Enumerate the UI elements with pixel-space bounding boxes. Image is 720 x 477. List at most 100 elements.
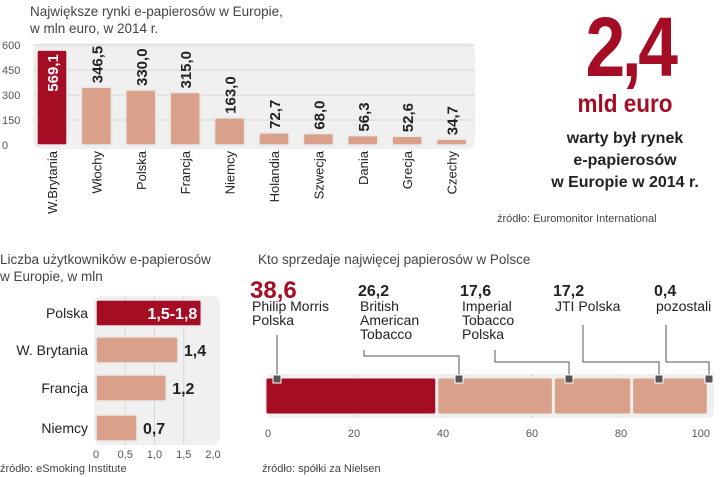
- chart1-category-label: Dania: [356, 150, 371, 185]
- chart2-category-label: Francja: [41, 380, 88, 396]
- headline-unit: mld euro: [577, 90, 673, 118]
- chart1-category-label: Szwecja: [311, 150, 326, 199]
- chart1-category-label: Holandia: [267, 150, 282, 202]
- chart2-value-label: 0,7: [143, 421, 165, 438]
- chart1-bar: [258, 132, 290, 146]
- headline-line: e-papierosów: [573, 152, 677, 169]
- chart2-title-line: w Europie, w mln: [0, 269, 103, 284]
- chart2-bar: [95, 299, 203, 327]
- chart1-category-label: Grecja: [400, 150, 415, 189]
- chart3-series-label: Philip Morris: [252, 298, 329, 314]
- chart3-xtick-label: 100: [692, 428, 710, 440]
- chart2-value-label: 1,5-1,8: [147, 306, 197, 323]
- chart2-xtick-label: 1,5: [176, 449, 191, 461]
- chart1-category-label: W.Brytania: [45, 150, 60, 214]
- chart1-ytick-label: 600: [2, 40, 20, 52]
- chart3-xtick-label: 20: [348, 428, 360, 440]
- chart2-xtick-label: 1,0: [147, 449, 162, 461]
- headline-description: warty był rynek e-papierosów w Europie w…: [530, 128, 720, 194]
- chart3-series-label: Tobacco: [360, 326, 412, 342]
- chart3-leader-line: [494, 350, 570, 379]
- chart2-bar: [95, 414, 138, 442]
- chart3-segment: [265, 377, 437, 415]
- chart2-category-label: Polska: [46, 305, 88, 321]
- chart1-ytick-label: 300: [2, 90, 20, 102]
- chart3-value-label: 17,2: [553, 283, 584, 300]
- chart1-bar: [125, 89, 157, 146]
- source-nielsen: źródło: spółki za Nielsen: [262, 463, 381, 475]
- chart1-title-line: w mln euro, w 2014 r.: [30, 21, 159, 36]
- chart1-bar: [435, 138, 468, 146]
- chart2-title: Liczba użytkowników e-papierosów w Europ…: [0, 251, 211, 285]
- chart1-title: Największe rynki e-papierosów w Europie,…: [30, 3, 283, 37]
- chart3-marker: [454, 374, 464, 384]
- chart3-marker: [704, 374, 714, 384]
- chart3-series-label: British: [360, 298, 399, 314]
- chart3-marker: [272, 374, 282, 384]
- chart2-xtick-label: 2,0: [205, 449, 220, 461]
- headline-line: warty był rynek: [566, 130, 684, 147]
- chart1-value-label: 72,7: [267, 100, 284, 129]
- chart1-bar: [391, 135, 423, 146]
- chart1-ytick-label: 0: [2, 140, 8, 152]
- chart1-value-label: 315,0: [178, 51, 195, 89]
- chart1-bar: [302, 132, 335, 146]
- chart2-bar: [95, 336, 179, 364]
- chart1-value-label: 346,5: [89, 46, 106, 84]
- chart3-series-label: Polska: [462, 326, 504, 342]
- chart3-series-label: Polska: [252, 312, 294, 328]
- chart1-value-label: 330,0: [134, 48, 151, 86]
- chart2-category-label: W. Brytania: [16, 342, 88, 358]
- chart1-category-label: Czechy: [445, 151, 460, 195]
- chart1-bar: [80, 86, 113, 146]
- chart3-title: Kto sprzedaje najwięcej papierosów w Pol…: [258, 252, 531, 267]
- chart1-category-label: Polska: [134, 150, 149, 190]
- chart1-value-label: 56,3: [356, 102, 373, 131]
- chart3-xtick-label: 40: [437, 428, 449, 440]
- chart3-xtick-label: 0: [265, 428, 271, 440]
- chart1-ytick-label: 450: [2, 65, 20, 77]
- chart3-leader-line: [665, 325, 710, 379]
- chart3-value-label: 38,6: [250, 277, 297, 304]
- chart2-category-label: Niemcy: [41, 420, 88, 436]
- chart1-value-label: 68,0: [311, 100, 328, 129]
- chart2-xtick-label: 0,5: [118, 449, 133, 461]
- chart1-value-label: 52,6: [400, 103, 417, 132]
- chart2-value-label: 1,2: [172, 381, 194, 398]
- source-euromonitor: źródło: Euromonitor International: [497, 213, 657, 225]
- chart1-bar: [213, 117, 246, 146]
- chart1-ytick-label: 150: [2, 115, 20, 127]
- chart3-segment: [632, 377, 708, 415]
- chart3-leader-line: [363, 350, 460, 379]
- chart3-segment: [437, 377, 553, 415]
- chart3-value-label: 0,4: [654, 283, 676, 300]
- chart1-category-label: Niemcy: [223, 151, 238, 195]
- chart3-leader-line: [582, 325, 660, 379]
- chart3-xtick-label: 60: [526, 428, 538, 440]
- chart3-series-label: JTI Polska: [555, 298, 621, 314]
- chart3-series-label: American: [360, 312, 419, 328]
- chart3-marker: [564, 374, 574, 384]
- chart1-bar: [347, 134, 379, 146]
- chart1-title-line: Największe rynki e-papierosów w Europie,: [30, 4, 283, 19]
- chart3-series-label: pozostali: [656, 298, 711, 314]
- chart1-value-label: 34,7: [445, 106, 462, 135]
- headline-line: w Europie w 2014 r.: [551, 174, 699, 191]
- chart1-value-label: 163,0: [223, 76, 240, 114]
- chart2-title-line: Liczba użytkowników e-papierosów: [0, 252, 211, 267]
- chart1-value-label: 569,1: [45, 54, 62, 92]
- chart3-series-label: Tobacco: [462, 312, 514, 328]
- chart3-xtick-label: 80: [615, 428, 627, 440]
- chart1-category-label: Francja: [178, 150, 193, 194]
- chart1-category-label: Włochy: [89, 151, 104, 194]
- chart1-bar: [36, 49, 68, 146]
- source-esmoking: źródło: eSmoking Institute: [0, 463, 127, 475]
- headline-value: 2,4: [585, 0, 677, 94]
- chart2-xtick-label: 0: [93, 449, 99, 461]
- chart3-series-label: Imperial: [462, 298, 512, 314]
- chart3-marker: [654, 374, 664, 384]
- chart1-bar: [169, 91, 201, 146]
- chart3-segment: [553, 377, 632, 415]
- chart2-value-label: 1,4: [184, 343, 206, 360]
